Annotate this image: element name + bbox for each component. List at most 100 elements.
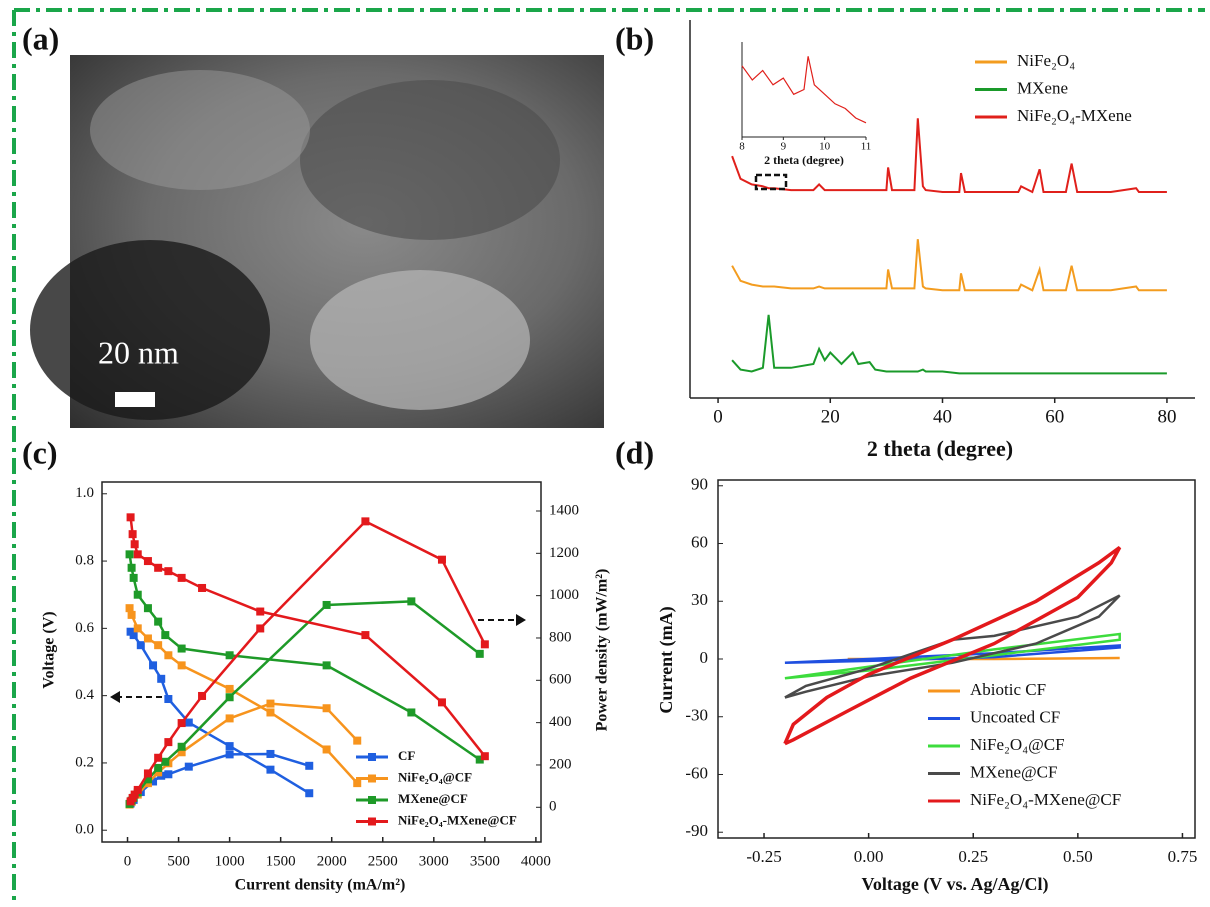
marker (305, 762, 313, 770)
inset-x-tick-label: 11 (861, 141, 872, 153)
y-tick-label: -90 (685, 821, 708, 840)
legend-label: NiFe₂O₄-MXene@CF (970, 790, 1121, 809)
x-tick-label: 60 (1045, 406, 1064, 427)
marker (144, 634, 152, 642)
figure: 20 nm (a) (b)0204060802 theta (degree)Ni… (0, 0, 1210, 907)
marker (161, 631, 169, 639)
arrow-head (110, 691, 120, 703)
scale-bar (115, 392, 155, 407)
x-tick-label: 0.00 (854, 847, 884, 866)
x-tick-label: 1500 (266, 853, 296, 869)
panel-label: (c) (22, 434, 58, 470)
marker (164, 651, 172, 659)
marker (185, 719, 193, 727)
marker (131, 540, 139, 548)
marker (323, 601, 331, 609)
marker (256, 608, 264, 616)
x-tick-label: 500 (167, 853, 190, 869)
y2-tick-label: 1200 (549, 545, 579, 561)
marker (127, 513, 135, 521)
legend-marker (368, 775, 376, 783)
marker (178, 719, 186, 727)
light-region (310, 270, 530, 410)
marker (134, 786, 142, 794)
legend-label: NiFe₂O₄-MXene@CF (398, 812, 517, 827)
y-tick-label: -30 (685, 706, 708, 725)
x-tick-label: 3500 (470, 853, 500, 869)
legend-marker (368, 818, 376, 826)
marker (137, 641, 145, 649)
y2-tick-label: 800 (549, 629, 572, 645)
y2-tick-label: 200 (549, 756, 572, 772)
legend-label: NiFe₂O₄@CF (398, 769, 472, 784)
page: {"chart_data":[ {"type":"image","label":… (0, 0, 1210, 907)
plot-frame (102, 482, 541, 842)
marker (161, 758, 169, 766)
marker (126, 550, 134, 558)
x-tick-label: -0.25 (746, 847, 781, 866)
y-tick-label: 0.6 (75, 620, 94, 636)
marker (185, 763, 193, 771)
legend-label: Abiotic CF (970, 680, 1046, 699)
marker (154, 641, 162, 649)
x-tick-label: 0 (124, 853, 132, 869)
marker (226, 750, 234, 758)
x-tick-label: 20 (821, 406, 840, 427)
marker (164, 770, 172, 778)
marker (226, 651, 234, 659)
x-tick-label: 40 (933, 406, 952, 427)
panel-label: (d) (615, 434, 654, 470)
y2-tick-label: 400 (549, 714, 572, 730)
arrow-head (516, 614, 526, 626)
marker (476, 650, 484, 658)
marker (154, 564, 162, 572)
marker (128, 564, 136, 572)
y-tick-label: 0.8 (75, 553, 94, 569)
marker (129, 530, 137, 538)
marker (407, 708, 415, 716)
light-region (90, 70, 310, 190)
y2-tick-label: 0 (549, 799, 557, 815)
legend-marker (368, 796, 376, 804)
inset-x-tick-label: 8 (739, 141, 745, 153)
x-axis-title: Current density (mA/m²) (235, 877, 406, 894)
panel-label: (a) (22, 20, 59, 56)
marker (353, 779, 361, 787)
marker (134, 624, 142, 632)
marker (438, 698, 446, 706)
x-tick-label: 3000 (419, 853, 449, 869)
marker (266, 708, 274, 716)
x-tick-label: 0.75 (1168, 847, 1198, 866)
legend-marker (368, 753, 376, 761)
legend-label: NiFe₂O₄-MXene (1017, 106, 1132, 125)
marker (256, 624, 264, 632)
marker (198, 584, 206, 592)
x-tick-label: 0.50 (1063, 847, 1093, 866)
xrd-line (732, 315, 1167, 374)
inset-x-tick-label: 10 (819, 141, 831, 153)
marker (134, 591, 142, 599)
legend-label: NiFe₂O₄ (1017, 51, 1075, 70)
marker (164, 567, 172, 575)
marker (226, 693, 234, 701)
inset-x-tick-label: 9 (781, 141, 787, 153)
x-tick-label: 0 (713, 406, 723, 427)
legend-label: NiFe₂O₄@CF (970, 735, 1065, 754)
y-tick-label: 0.4 (75, 687, 94, 703)
marker (305, 789, 313, 797)
y-tick-label: 1.0 (75, 485, 94, 501)
marker (407, 597, 415, 605)
x-tick-label: 0.25 (958, 847, 988, 866)
marker (226, 742, 234, 750)
marker (157, 675, 165, 683)
y-tick-label: 0.0 (75, 822, 94, 838)
marker (144, 557, 152, 565)
marker (154, 618, 162, 626)
marker (353, 737, 361, 745)
marker (438, 556, 446, 564)
marker (164, 695, 172, 703)
marker (226, 714, 234, 722)
y-tick-label: -60 (685, 763, 708, 782)
panel-a: 20 nm (a) (22, 20, 604, 428)
y2-tick-label: 1000 (549, 587, 579, 603)
